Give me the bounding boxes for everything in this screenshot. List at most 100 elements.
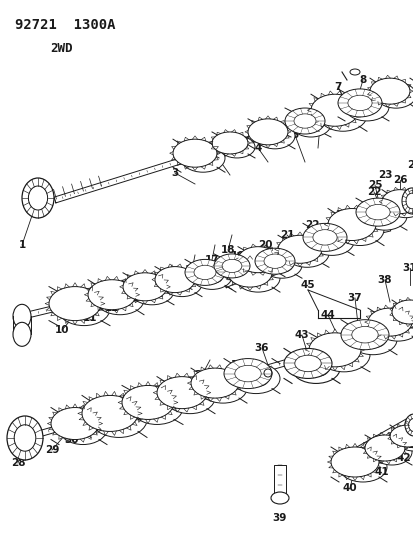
- Text: 21: 21: [279, 230, 294, 240]
- Text: 4: 4: [254, 143, 261, 153]
- Ellipse shape: [293, 114, 315, 128]
- Ellipse shape: [330, 447, 378, 477]
- Ellipse shape: [228, 262, 247, 276]
- Ellipse shape: [13, 322, 31, 346]
- Ellipse shape: [82, 395, 138, 431]
- Text: 27: 27: [406, 440, 413, 450]
- Ellipse shape: [347, 95, 371, 111]
- Text: 10: 10: [55, 325, 69, 335]
- Ellipse shape: [318, 99, 366, 131]
- Ellipse shape: [254, 123, 294, 149]
- Ellipse shape: [359, 332, 385, 348]
- Ellipse shape: [375, 313, 413, 341]
- Ellipse shape: [299, 117, 321, 131]
- Ellipse shape: [157, 377, 206, 409]
- Text: 34: 34: [194, 370, 209, 380]
- Text: 44: 44: [320, 310, 335, 320]
- Ellipse shape: [408, 418, 413, 432]
- Ellipse shape: [190, 368, 238, 398]
- Ellipse shape: [348, 325, 396, 354]
- Ellipse shape: [154, 266, 195, 293]
- Ellipse shape: [235, 264, 279, 292]
- Text: 30: 30: [64, 435, 79, 445]
- Text: 16: 16: [184, 265, 199, 275]
- Ellipse shape: [290, 111, 330, 137]
- Ellipse shape: [261, 252, 301, 278]
- Ellipse shape: [354, 99, 378, 115]
- Ellipse shape: [367, 308, 411, 336]
- Ellipse shape: [219, 257, 255, 281]
- Text: 24: 24: [334, 210, 349, 220]
- Ellipse shape: [283, 349, 331, 378]
- Ellipse shape: [381, 190, 413, 214]
- Text: 13: 13: [126, 293, 140, 303]
- Ellipse shape: [51, 408, 99, 440]
- Text: 19: 19: [230, 251, 244, 261]
- Ellipse shape: [362, 202, 406, 230]
- Ellipse shape: [401, 188, 413, 214]
- Text: 29: 29: [45, 445, 59, 455]
- Ellipse shape: [88, 280, 136, 310]
- Ellipse shape: [96, 285, 144, 314]
- Ellipse shape: [372, 208, 396, 224]
- Ellipse shape: [344, 93, 388, 121]
- Text: 32: 32: [111, 410, 125, 420]
- Ellipse shape: [391, 300, 413, 324]
- Ellipse shape: [28, 186, 47, 210]
- Ellipse shape: [123, 273, 166, 301]
- Text: 34: 34: [157, 387, 172, 397]
- Ellipse shape: [242, 370, 268, 387]
- Ellipse shape: [335, 214, 383, 246]
- Ellipse shape: [247, 119, 287, 145]
- Ellipse shape: [395, 429, 413, 451]
- Text: 33: 33: [134, 397, 149, 407]
- Ellipse shape: [387, 193, 413, 217]
- Text: 92721  1300A: 92721 1300A: [15, 18, 115, 32]
- Ellipse shape: [130, 277, 173, 305]
- Ellipse shape: [351, 326, 377, 343]
- Ellipse shape: [223, 359, 271, 389]
- Ellipse shape: [199, 373, 247, 403]
- Ellipse shape: [231, 364, 279, 393]
- Ellipse shape: [355, 198, 399, 226]
- Text: 3: 3: [171, 168, 178, 178]
- Ellipse shape: [131, 391, 183, 424]
- Ellipse shape: [302, 223, 346, 252]
- Ellipse shape: [308, 333, 360, 367]
- Ellipse shape: [201, 269, 223, 284]
- Ellipse shape: [389, 425, 413, 447]
- Text: 42: 42: [396, 453, 411, 463]
- Ellipse shape: [364, 435, 404, 461]
- Ellipse shape: [405, 193, 413, 209]
- Ellipse shape: [59, 413, 107, 445]
- Ellipse shape: [349, 69, 359, 75]
- Ellipse shape: [194, 265, 216, 279]
- Ellipse shape: [309, 228, 353, 255]
- Ellipse shape: [254, 248, 294, 274]
- Ellipse shape: [327, 208, 375, 240]
- Ellipse shape: [173, 139, 216, 167]
- Text: 31: 31: [402, 263, 413, 273]
- Ellipse shape: [218, 136, 254, 158]
- Text: 37: 37: [347, 293, 361, 303]
- Text: 17: 17: [204, 255, 219, 265]
- Ellipse shape: [211, 132, 247, 154]
- Text: 38: 38: [377, 275, 391, 285]
- Text: 43: 43: [294, 330, 309, 340]
- Ellipse shape: [237, 247, 277, 273]
- Text: 14: 14: [144, 283, 159, 293]
- Text: 15: 15: [162, 273, 177, 283]
- Ellipse shape: [284, 108, 324, 134]
- Text: 23: 23: [377, 170, 391, 180]
- Text: 28: 28: [11, 458, 25, 468]
- Text: 9: 9: [14, 335, 21, 345]
- Ellipse shape: [337, 89, 381, 117]
- Ellipse shape: [302, 360, 328, 377]
- Ellipse shape: [180, 144, 224, 172]
- Ellipse shape: [369, 78, 409, 104]
- Ellipse shape: [192, 263, 231, 289]
- Ellipse shape: [161, 271, 202, 296]
- Text: 22: 22: [366, 187, 380, 197]
- Text: 18: 18: [220, 245, 235, 255]
- Text: 2WD: 2WD: [50, 42, 72, 55]
